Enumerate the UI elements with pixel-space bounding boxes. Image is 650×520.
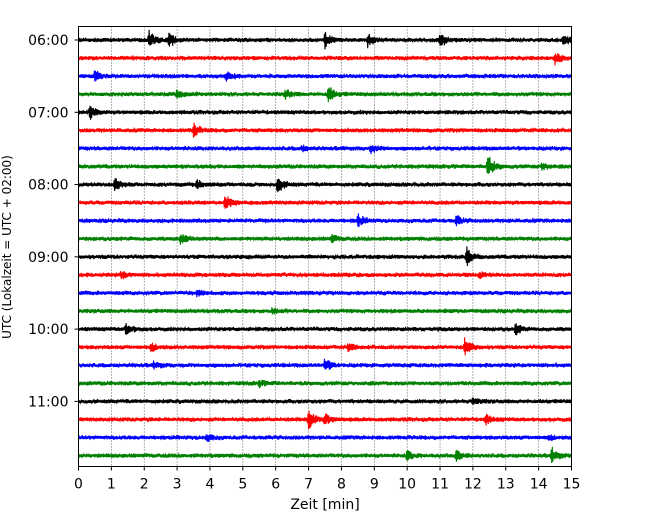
trace-07:45 (77, 157, 573, 174)
trace-10:00 (77, 323, 573, 336)
plot-frame (78, 26, 572, 467)
trace-10:30 (77, 358, 573, 370)
trace-10:15 (77, 337, 573, 356)
y-tick-label: 10:00 (28, 322, 68, 338)
x-tick-label: 3 (173, 477, 182, 493)
trace-06:45 (77, 87, 573, 103)
trace-07:30 (77, 144, 573, 155)
trace-09:00 (77, 246, 573, 266)
trace-06:30 (77, 70, 573, 82)
grid-lines (111, 26, 539, 467)
trace-10:45 (77, 379, 573, 389)
trace-08:15 (77, 196, 573, 209)
x-tick-label: 14 (530, 477, 548, 493)
y-tick-label: 07:00 (28, 105, 68, 121)
trace-11:15 (77, 410, 573, 429)
trace-11:30 (77, 434, 573, 442)
y-axis-ticks: 06:00 07:00 08:00 09:00 10:00 11:00 (28, 33, 79, 410)
y-axis-label: UTC (Lokalzeit = UTC + 02:00) (0, 155, 14, 339)
trace-11:00 (77, 397, 573, 405)
x-tick-label: 6 (271, 477, 280, 493)
trace-06:15 (77, 53, 573, 66)
y-tick-label: 09:00 (28, 250, 68, 266)
y-tick-label: 11:00 (28, 394, 68, 410)
trace-09:30 (77, 289, 573, 298)
x-tick-label: 0 (74, 477, 83, 493)
x-tick-label: 12 (464, 477, 482, 493)
x-tick-label: 9 (370, 477, 379, 493)
trace-11:45 (77, 446, 573, 463)
x-tick-label: 11 (431, 477, 449, 493)
seismogram-traces (77, 29, 573, 463)
trace-07:15 (77, 122, 573, 138)
trace-07:00 (77, 105, 573, 120)
x-tick-label: 2 (140, 477, 149, 493)
trace-08:45 (77, 233, 573, 245)
trace-09:45 (77, 307, 573, 315)
trace-08:00 (77, 178, 573, 193)
x-tick-label: 4 (206, 477, 215, 493)
x-axis-ticks: 0 1 2 3 4 5 6 7 8 9 10 11 12 13 14 15 (74, 466, 581, 493)
x-tick-label: 8 (337, 477, 346, 493)
trace-08:30 (77, 213, 573, 228)
trace-09:15 (77, 270, 573, 280)
trace-06:00 (77, 29, 573, 50)
x-axis-label: Zeit [min] (290, 497, 359, 513)
y-tick-label: 06:00 (28, 33, 68, 49)
x-tick-label: 15 (563, 477, 581, 493)
x-tick-label: 10 (398, 477, 416, 493)
x-tick-label: 5 (238, 477, 247, 493)
x-tick-label: 1 (107, 477, 116, 493)
x-tick-label: 13 (497, 477, 515, 493)
x-tick-label: 7 (304, 477, 313, 493)
y-tick-label: 08:00 (28, 178, 68, 194)
